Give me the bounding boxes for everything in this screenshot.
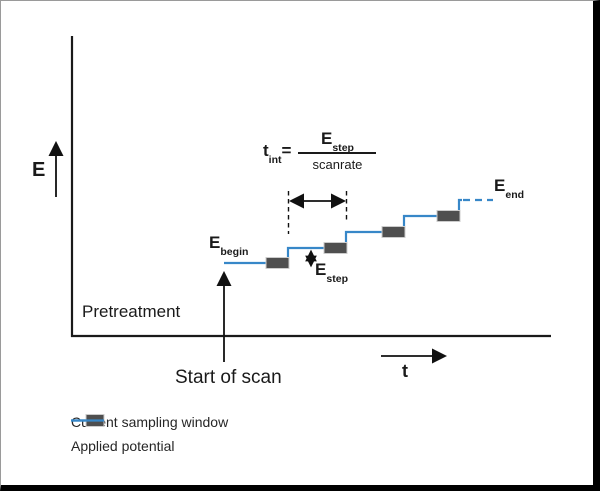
applied-potential-line — [224, 198, 462, 265]
e-begin-label: Ebegin — [209, 233, 249, 259]
sampling-window-rect — [381, 226, 406, 238]
sampling-window-rect — [323, 242, 348, 254]
fraction-denominator: scanrate — [312, 157, 363, 172]
legend-item-label: Applied potential — [71, 438, 175, 454]
t-int-fraction: Estep scanrate — [298, 129, 377, 172]
sampling-window-rect — [436, 210, 461, 222]
e-step-label: Estep — [315, 260, 348, 286]
pretreatment-label: Pretreatment — [82, 302, 181, 321]
e-axis-label: E — [32, 159, 46, 181]
diagram-canvas — [48, 36, 551, 364]
t-axis-label: t — [402, 361, 408, 381]
t-int-term: tint= — [263, 140, 292, 166]
t-int-formula: tint= Estep scanrate — [263, 129, 377, 172]
applied-potential-swatch-icon — [71, 419, 104, 422]
fraction-numerator: Estep — [298, 129, 377, 154]
legend: Current sampling window Applied potentia… — [71, 413, 228, 455]
legend-item-applied-potential: Applied potential — [71, 419, 228, 455]
legend-item-label: Current sampling window — [71, 414, 229, 430]
e-end-label: Eend — [494, 176, 525, 202]
start-of-scan-label: Start of scan — [175, 367, 282, 388]
sampling-window-rect — [265, 257, 290, 269]
